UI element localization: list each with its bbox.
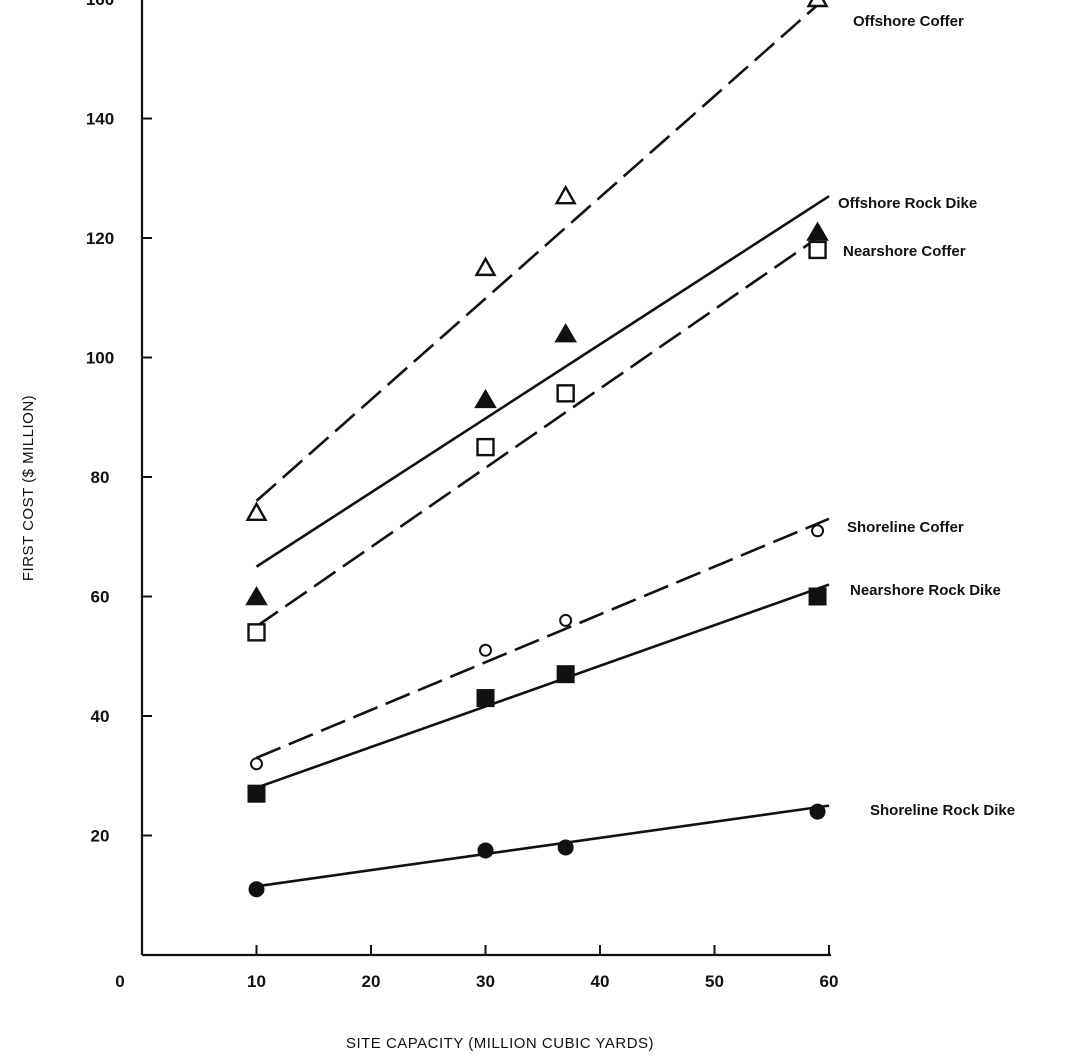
data-markers xyxy=(245,0,829,898)
series-label-shoreline-rock-dike: Shoreline Rock Dike xyxy=(870,802,1015,819)
x-tick-label: 20 xyxy=(362,972,381,991)
fit-line-nearshore-coffer xyxy=(255,236,819,628)
marker-point xyxy=(808,587,827,606)
marker-point xyxy=(474,256,497,277)
x-tick-label: 0 xyxy=(115,972,124,991)
marker-point xyxy=(245,586,268,606)
x-axis-title: SITE CAPACITY (MILLION CUBIC YARDS) xyxy=(346,1035,654,1052)
marker-point xyxy=(808,240,827,260)
fit-line-nearshore-rock-dike xyxy=(256,583,830,789)
series-label-nearshore-rock-dike: Nearshore Rock Dike xyxy=(850,582,1001,599)
marker-point xyxy=(556,665,575,684)
marker-point xyxy=(557,839,574,856)
axes: 20 40 60 80 100 120 140 160 0 10 20 30 40 50 60 xyxy=(86,0,839,991)
marker-point xyxy=(554,184,577,205)
marker-point xyxy=(476,437,495,457)
marker-point xyxy=(248,881,265,898)
fit-line-offshore-rock-dike xyxy=(255,195,830,568)
y-tick-label: 40 xyxy=(91,707,110,726)
marker-point xyxy=(806,0,829,8)
x-tick-label: 10 xyxy=(247,972,266,991)
series-label-shoreline-coffer: Shoreline Coffer xyxy=(847,519,964,536)
x-tick-label: 30 xyxy=(476,972,495,991)
marker-point xyxy=(474,388,497,409)
y-tick-label: 160 xyxy=(86,0,114,9)
y-tick-label: 60 xyxy=(91,588,110,607)
marker-point xyxy=(479,643,492,657)
marker-point xyxy=(245,501,268,522)
marker-point xyxy=(554,323,577,343)
fit-line-shoreline-coffer xyxy=(255,517,830,760)
fit-lines xyxy=(255,4,830,888)
x-tick-label: 60 xyxy=(820,972,839,991)
x-tick-label: 40 xyxy=(591,972,610,991)
series-label-offshore-coffer: Offshore Coffer xyxy=(853,13,964,30)
marker-point xyxy=(559,613,573,627)
marker-point xyxy=(247,784,266,803)
marker-point xyxy=(477,842,494,859)
series-label-offshore-rock-dike: Offshore Rock Dike xyxy=(838,195,977,212)
series-label-nearshore-coffer: Nearshore Coffer xyxy=(843,243,966,260)
marker-point xyxy=(811,524,825,538)
marker-point xyxy=(809,803,826,820)
y-axis-title: FIRST COST ($ MILLION) xyxy=(20,395,37,581)
y-tick-label: 140 xyxy=(86,110,114,129)
y-tick-label: 20 xyxy=(91,827,110,846)
fit-line-offshore-coffer xyxy=(255,4,819,502)
fit-line-shoreline-rock-dike xyxy=(256,804,830,888)
y-tick-label: 120 xyxy=(86,229,114,248)
marker-point xyxy=(806,221,829,241)
marker-point xyxy=(476,689,495,708)
marker-point xyxy=(250,757,263,771)
series-labels: Offshore Coffer Offshore Rock Dike Nearsho… xyxy=(838,13,1015,819)
marker-point xyxy=(247,623,266,642)
x-tick-label: 50 xyxy=(705,972,724,991)
y-tick-label: 80 xyxy=(91,468,110,487)
y-tick-label: 100 xyxy=(86,349,114,368)
marker-point xyxy=(556,384,575,403)
